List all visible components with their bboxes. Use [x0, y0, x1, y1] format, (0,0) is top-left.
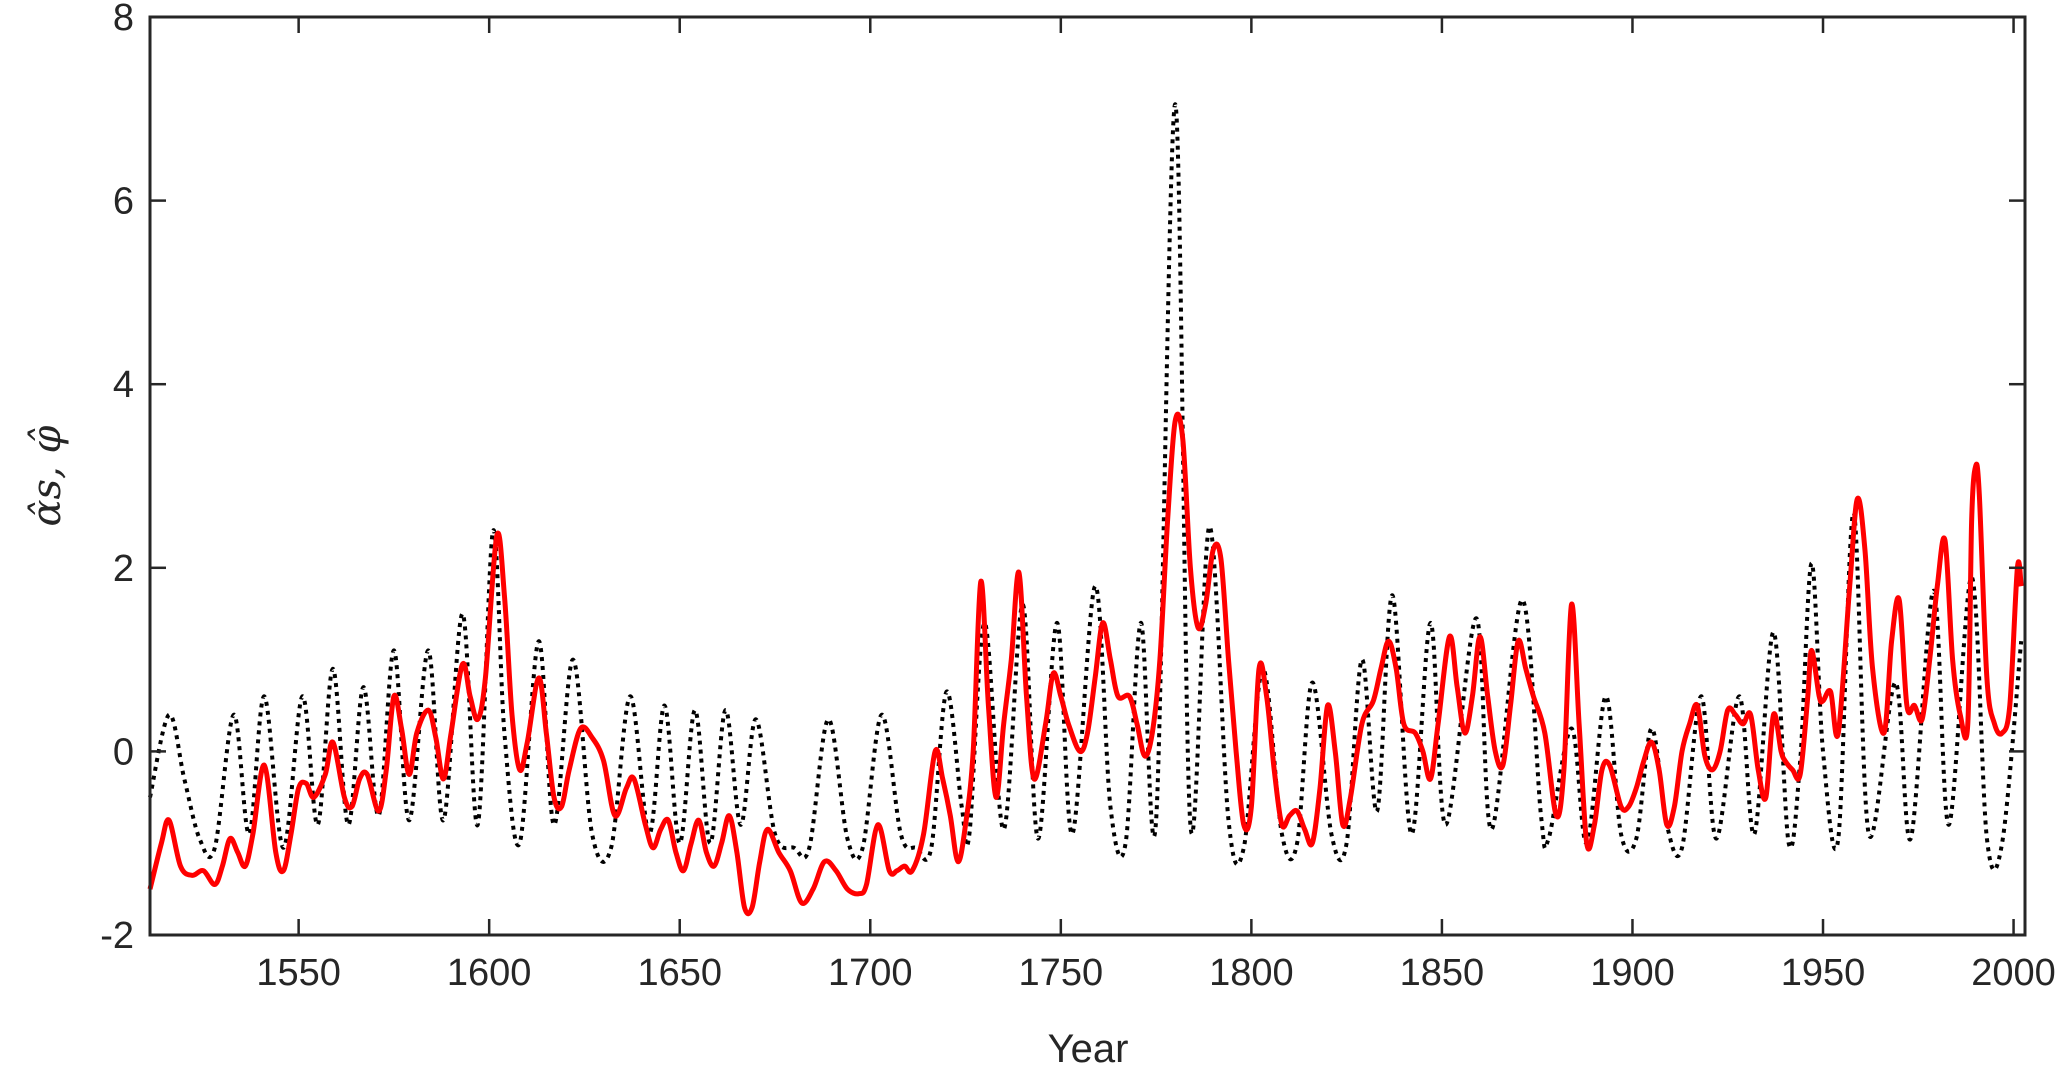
x-tick-label: 1700 [828, 952, 913, 994]
tick-layer: 1550 1600 1650 1700 1750 1800 1850 1900 1950 2000… [100, 0, 2056, 994]
y-tick-label: 0 [113, 731, 134, 773]
y-tick-label: 8 [113, 0, 134, 39]
x-axis-label: Year [1048, 1027, 1129, 1066]
y-axis-label: α̂s, φ̂ [24, 426, 70, 527]
red-series-line [147, 411, 2024, 917]
x-tick-label: 1650 [637, 952, 722, 994]
x-tick-label: 1900 [1590, 952, 1675, 994]
y-tick-label: 4 [113, 364, 134, 406]
x-tick-label: 1550 [256, 952, 341, 994]
series-layer [147, 102, 2024, 917]
x-tick-label: 1950 [1781, 952, 1866, 994]
x-tick-label: 1600 [447, 952, 532, 994]
x-tick-label: 1800 [1209, 952, 1294, 994]
plot-frame [148, 15, 2027, 937]
x-tick-label: 1750 [1019, 952, 1104, 994]
y-tick-label: 2 [113, 548, 134, 590]
dotted-series-line [148, 102, 2024, 872]
y-tick-label: -2 [100, 915, 134, 957]
y-tick-label: 6 [113, 181, 134, 223]
x-tick-label: 1850 [1400, 952, 1485, 994]
x-tick-label: 2000 [1971, 952, 2056, 994]
